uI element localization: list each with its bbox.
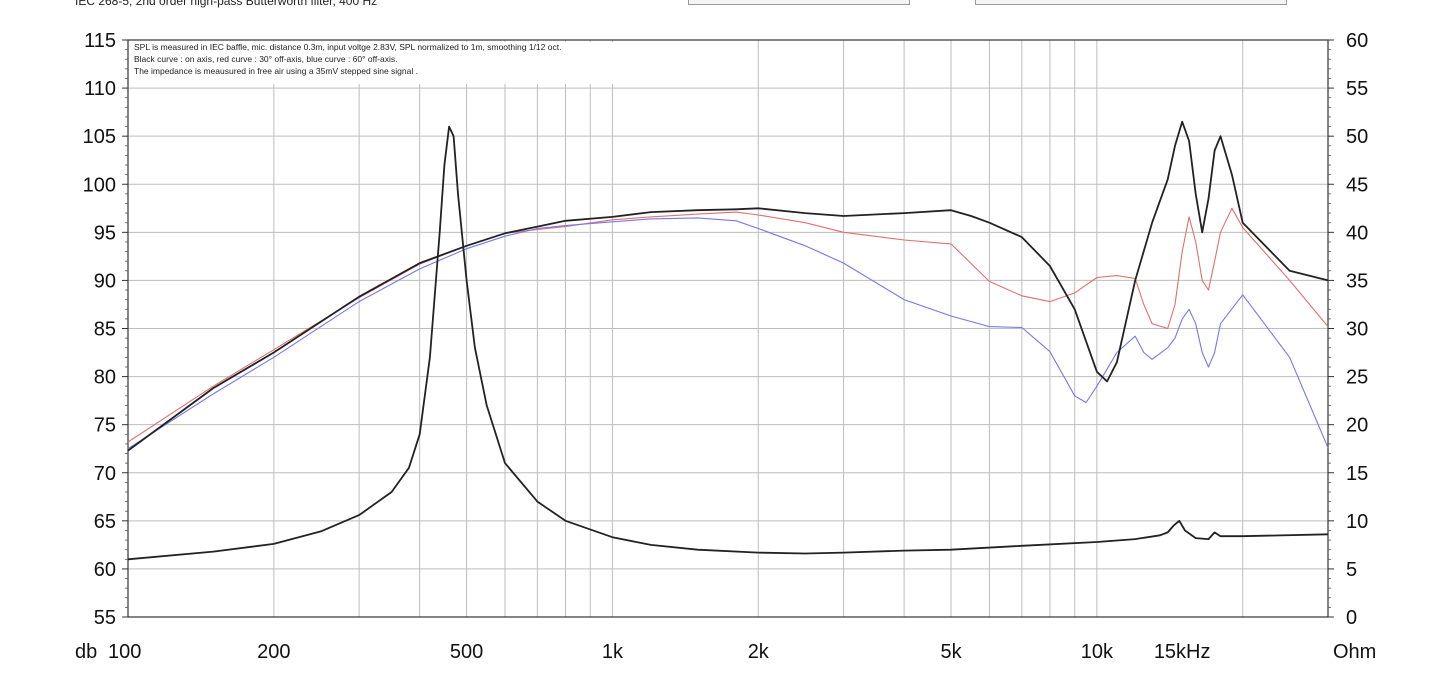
y-right-tick-label: 5	[1346, 559, 1357, 581]
y-right-tick-label: 35	[1346, 270, 1368, 292]
y-right-tick-label: 40	[1346, 222, 1368, 244]
y-right-tick-label: 15	[1346, 463, 1368, 485]
y-left-tick-label: 95	[94, 222, 116, 244]
y-right-tick-label: 30	[1346, 319, 1368, 341]
axis-ticks: 55 60 65 70 75 80 85 90 95 100 105 110 115 0 5 10 15 20 25…	[83, 30, 1369, 663]
y-left-tick-label: 100	[83, 174, 116, 196]
y-right-tick-label: 60	[1346, 30, 1368, 52]
x-tick-label: 100	[108, 641, 141, 663]
y-right-tick-label: 25	[1346, 367, 1368, 389]
y-right-tick-label: 0	[1346, 607, 1357, 629]
y-right-tick-label: 50	[1346, 126, 1368, 148]
notes-box	[130, 42, 738, 84]
curve-on-axis-black	[127, 120, 1329, 452]
y-left-tick-label: 110	[84, 78, 116, 100]
x-tick-label: 15kHz	[1154, 641, 1211, 663]
curve-impedance	[127, 125, 1329, 561]
y-left-tick-label: 70	[94, 463, 116, 485]
grid-lines	[128, 40, 1328, 617]
y-right-tick-label: 10	[1346, 511, 1368, 533]
x-tick-label: 1k	[602, 641, 624, 663]
y-right-unit-label: Ohm	[1333, 641, 1376, 663]
x-tick-label: 2k	[748, 641, 770, 663]
y-left-tick-label: 60	[94, 559, 116, 581]
y-left-tick-label: 55	[94, 607, 116, 629]
y-left-tick-label: 115	[84, 30, 116, 52]
y-left-tick-label: 105	[83, 126, 116, 148]
y-right-tick-label: 55	[1346, 78, 1368, 100]
y-left-tick-label: 80	[94, 367, 116, 389]
note-line-2: Black curve : on axis, red curve : 30° o…	[134, 54, 398, 64]
y-left-tick-label: 85	[94, 319, 116, 341]
y-left-tick-label: 65	[94, 511, 116, 533]
y-left-unit-label: db	[75, 641, 97, 663]
curves	[127, 120, 1329, 561]
toolbar-control-left[interactable]	[688, 0, 910, 5]
chart-caption: IEC 268-5, 2nd order high-pass Butterwor…	[75, 0, 378, 8]
y-right-tick-label: 20	[1346, 415, 1368, 437]
curve-30deg-red	[127, 207, 1329, 443]
y-left-tick-label: 90	[94, 270, 116, 292]
x-tick-label: 10k	[1081, 641, 1114, 663]
note-line-1: SPL is measured in IEC baffle, mic. dist…	[134, 42, 561, 52]
y-right-tick-label: 45	[1346, 174, 1368, 196]
x-tick-label: 200	[257, 641, 290, 663]
curve-60deg-blue	[127, 217, 1329, 450]
note-line-3: The impedance is meausured in free air u…	[134, 66, 418, 76]
x-tick-label: 500	[450, 641, 483, 663]
x-tick-label: 5k	[940, 641, 962, 663]
toolbar-control-right[interactable]	[975, 0, 1287, 5]
y-left-tick-label: 75	[94, 415, 116, 437]
